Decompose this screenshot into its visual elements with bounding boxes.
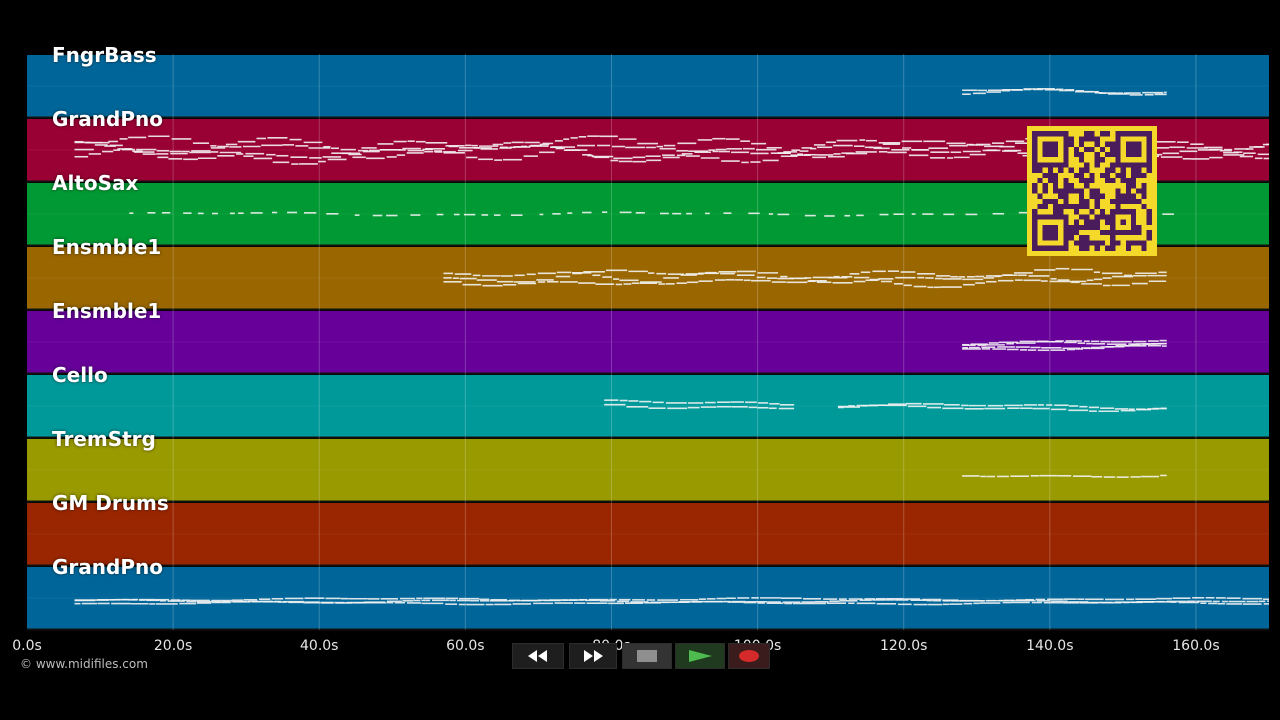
- track-label: AltoSax: [52, 171, 139, 195]
- x-tick-label: 60.0s: [446, 638, 485, 654]
- play-button[interactable]: [675, 643, 725, 669]
- x-tick-label: 120.0s: [880, 638, 928, 654]
- fast-forward-button[interactable]: [569, 643, 617, 669]
- rewind-button[interactable]: [512, 643, 564, 669]
- track-label: Ensmble1: [52, 235, 162, 259]
- track-lane: [27, 247, 1269, 309]
- track-lane: [27, 55, 1269, 117]
- track-lane: [27, 567, 1269, 629]
- x-tick-label: 20.0s: [153, 638, 193, 654]
- fast-forward-icon: [584, 650, 603, 662]
- qr-code-icon: [1027, 126, 1157, 256]
- x-tick-label: 40.0s: [300, 638, 339, 654]
- track-label: GM Drums: [52, 491, 169, 515]
- record-icon: [739, 650, 759, 662]
- play-icon: [689, 650, 712, 662]
- track-label: FngrBass: [52, 43, 157, 67]
- rewind-icon: [528, 650, 547, 662]
- stop-button[interactable]: [622, 643, 672, 669]
- stop-icon: [637, 650, 657, 662]
- track-label: GrandPno: [52, 107, 163, 131]
- x-tick-label: 0.0s: [12, 638, 42, 654]
- track-label: GrandPno: [52, 555, 163, 579]
- x-tick-label: 140.0s: [1026, 638, 1074, 654]
- track-label: Ensmble1: [52, 299, 162, 323]
- track-label: Cello: [52, 363, 108, 387]
- track-lane: [27, 439, 1269, 501]
- track-lane: [27, 503, 1269, 565]
- x-tick-label: 160.0s: [1172, 638, 1220, 654]
- copyright-text: © www.midifiles.com: [20, 657, 148, 671]
- track-label: TremStrg: [52, 427, 156, 451]
- record-button[interactable]: [728, 643, 770, 669]
